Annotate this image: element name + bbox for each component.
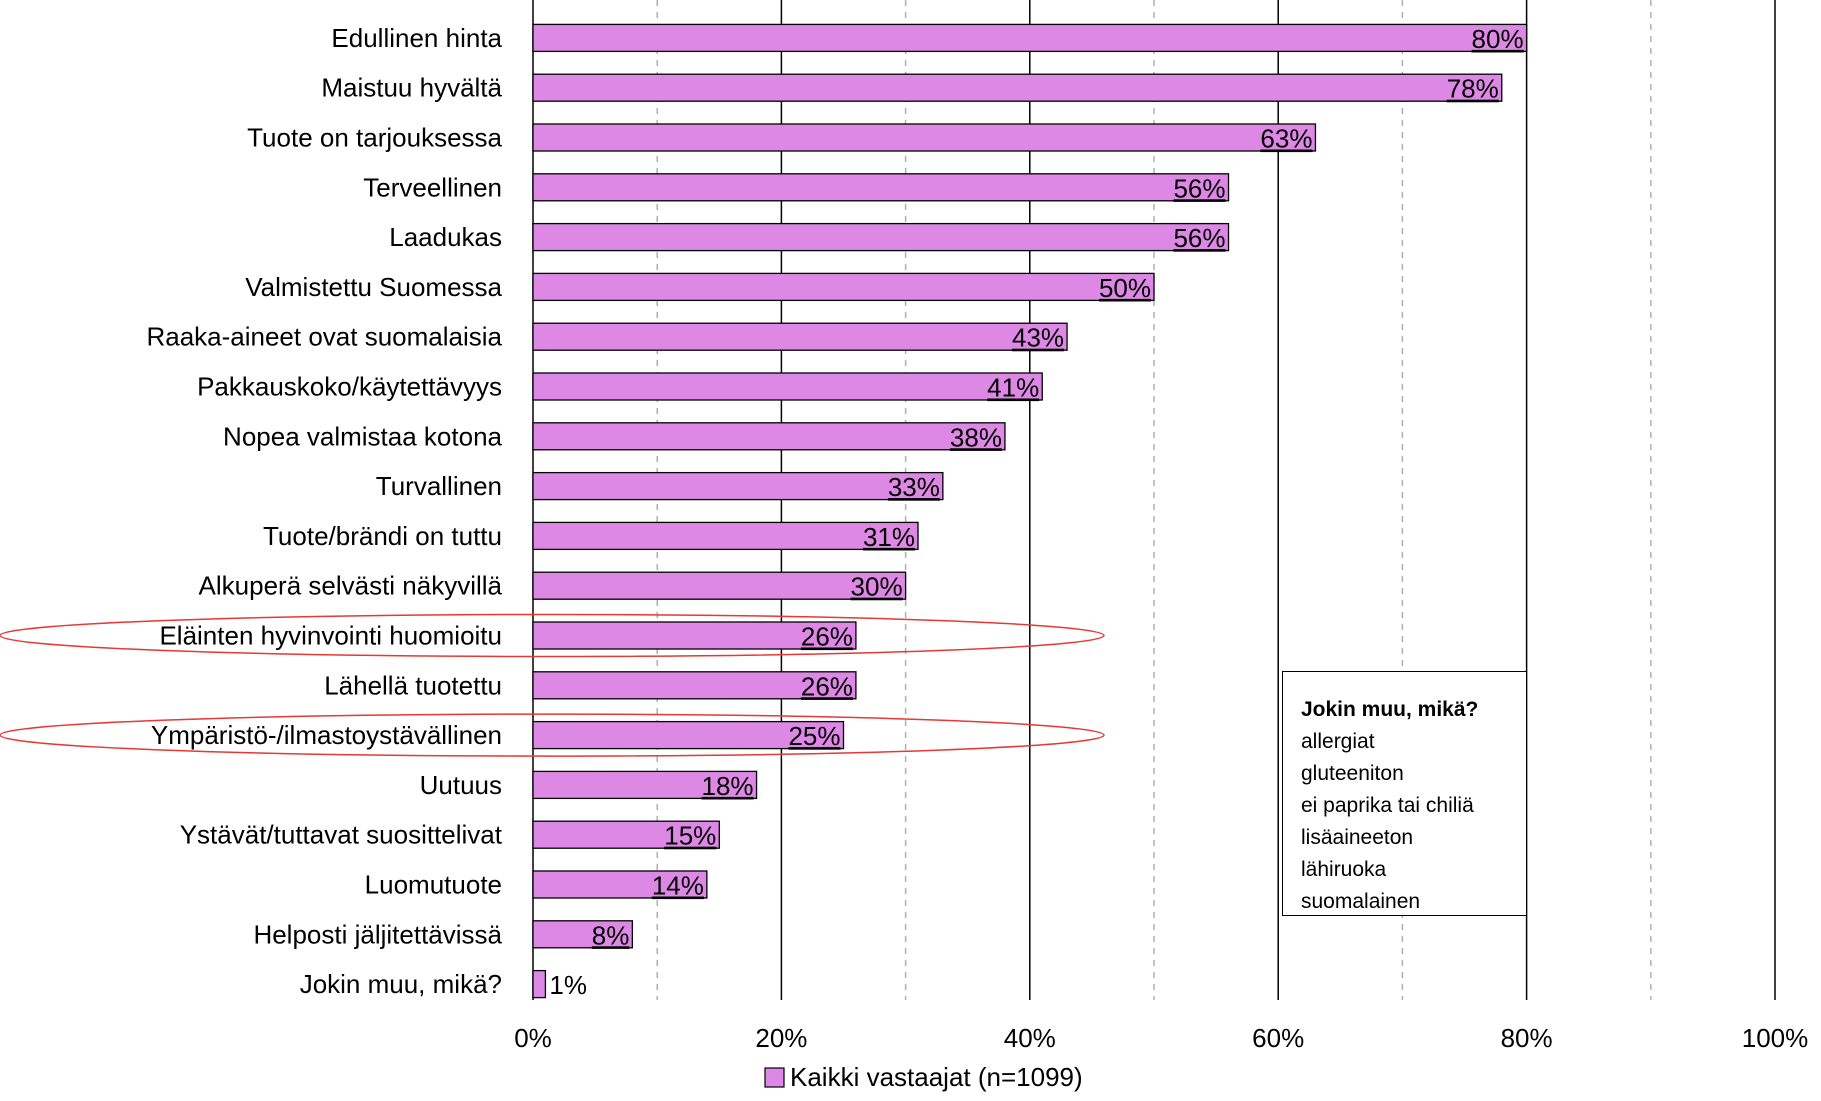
data-label: 41% — [987, 373, 1039, 403]
highlight-ellipse — [0, 613, 1105, 658]
bar — [532, 322, 1068, 351]
data-label: 1% — [549, 970, 587, 1000]
category-label: Luomutuote — [365, 870, 502, 900]
category-label: Ympäristö-/ilmastoystävällinen — [151, 720, 502, 750]
bar — [532, 73, 1503, 102]
data-label: 38% — [950, 422, 1002, 452]
bar — [532, 969, 547, 999]
bar — [532, 23, 1528, 53]
x-tick-label: 0% — [514, 1023, 552, 1053]
bar — [532, 272, 1155, 302]
bar — [532, 123, 1317, 152]
bar — [532, 870, 708, 899]
highlight-ellipse — [0, 713, 1105, 757]
bar — [532, 222, 1230, 252]
bar — [532, 720, 845, 750]
bar — [532, 571, 907, 600]
data-label: 26% — [801, 671, 853, 701]
bar — [532, 422, 1006, 451]
category-label: Lähellä tuotettu — [324, 670, 502, 700]
other-answer-item: gluteeniton — [1301, 762, 1404, 785]
category-label: Pakkauskoko/käytettävyys — [197, 372, 502, 402]
category-label: Uutuus — [420, 770, 502, 800]
bar — [532, 671, 857, 700]
data-label: 78% — [1447, 74, 1499, 104]
other-answer-item: lisäaineeton — [1301, 826, 1414, 849]
data-label: 63% — [1260, 124, 1312, 154]
data-label: 56% — [1173, 173, 1225, 203]
category-label: Alkuperä selvästi näkyvillä — [199, 571, 503, 601]
x-ticks: 0% 20% 40% 60% 80% 100% — [514, 1023, 1808, 1053]
bar — [532, 471, 944, 501]
legend-label: Kaikki vastaajat (n=1099) — [790, 1062, 1083, 1092]
category-label: Jokin muu, mikä? — [300, 969, 502, 999]
category-label: Laadukas — [389, 222, 502, 252]
category-label: Raaka-aineet ovat suomalaisia — [146, 322, 502, 352]
data-label: 33% — [888, 472, 940, 502]
legend: Kaikki vastaajat (n=1099) — [764, 1062, 1083, 1092]
category-label: Terveellinen — [363, 172, 502, 202]
bar — [532, 770, 758, 800]
category-label: Helposti jäljitettävissä — [253, 919, 502, 949]
bar — [532, 820, 720, 849]
category-labels: Edullinen hinta Maistuu hyvältä Tuote on t… — [146, 23, 502, 999]
other-answers-box: Jokin muu, mikä? allergiat gluteeniton e… — [1282, 671, 1527, 916]
x-tick-label: 20% — [755, 1023, 807, 1053]
category-label: Tuote on tarjouksessa — [247, 123, 502, 153]
other-answer-item: ei paprika tai chiliä — [1301, 794, 1474, 817]
data-label: 18% — [702, 771, 754, 801]
bar — [532, 372, 1043, 401]
category-label: Valmistettu Suomessa — [245, 272, 502, 302]
category-label: Maistuu hyvältä — [321, 73, 502, 103]
bar — [532, 173, 1230, 202]
data-label: 43% — [1012, 323, 1064, 353]
data-label: 30% — [851, 572, 903, 602]
legend-swatch — [764, 1067, 785, 1088]
bars: 80% 78% 63% 56% 56% 50% 43% 41% 38% 33% 31% 30% 26% 2… — [532, 23, 1528, 1000]
other-answer-item: allergiat — [1301, 730, 1375, 753]
other-answer-item: suomalainen — [1301, 890, 1421, 913]
x-tick-label: 100% — [1742, 1023, 1809, 1053]
bar — [532, 920, 634, 949]
x-tick-label: 80% — [1501, 1023, 1553, 1053]
data-label: 8% — [592, 920, 630, 950]
category-label: Turvallinen — [376, 471, 502, 501]
data-label: 14% — [652, 871, 704, 901]
data-label: 15% — [664, 821, 716, 851]
data-label: 25% — [788, 721, 840, 751]
x-tick-label: 60% — [1252, 1023, 1304, 1053]
other-answers-title: Jokin muu, mikä? — [1301, 698, 1479, 721]
data-label: 26% — [801, 622, 853, 652]
category-label: Edullinen hinta — [331, 23, 502, 53]
data-label: 50% — [1099, 273, 1151, 303]
highlights — [0, 613, 1105, 757]
data-label: 31% — [863, 522, 915, 552]
bar — [532, 521, 919, 551]
category-label: Ystävät/tuttavat suosittelivat — [180, 820, 503, 850]
other-answer-item: lähiruoka — [1301, 858, 1387, 881]
category-label: Tuote/brändi on tuttu — [263, 521, 502, 551]
category-label: Eläinten hyvinvointi huomioitu — [159, 621, 502, 651]
category-label: Nopea valmistaa kotona — [223, 421, 502, 451]
data-label: 56% — [1173, 223, 1225, 253]
x-tick-label: 40% — [1004, 1023, 1056, 1053]
data-label: 80% — [1472, 24, 1524, 54]
bar — [532, 621, 857, 650]
